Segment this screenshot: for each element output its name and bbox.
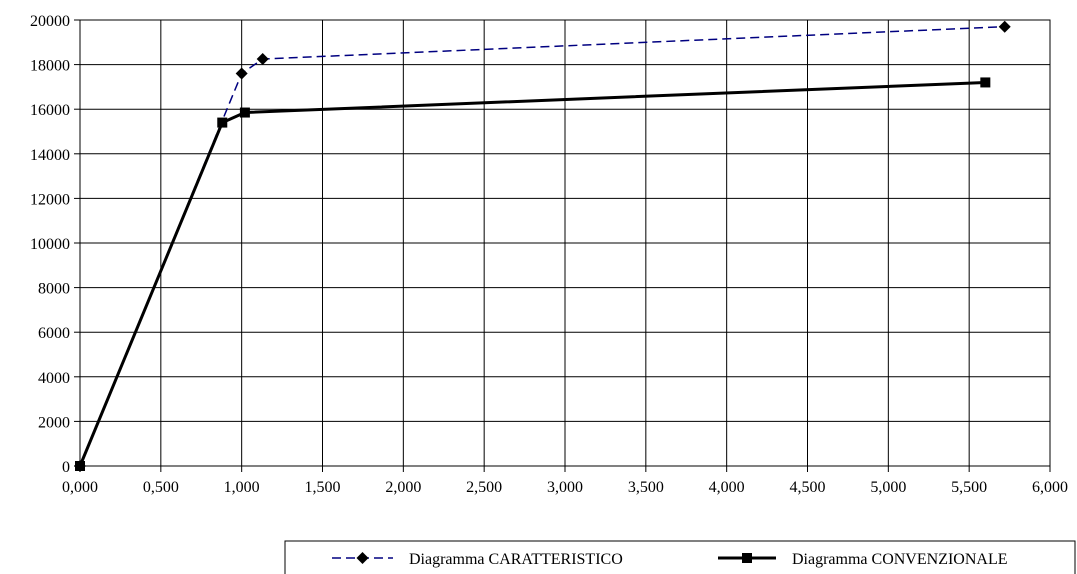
- y-axis: 0 2000 4000 6000 8000 10000 12000 14000 16000 180…: [30, 13, 80, 476]
- y-tick-label: 12000: [30, 191, 70, 208]
- x-tick-label: 4,500: [790, 479, 826, 496]
- legend: Diagramma CARATTERISTICO Diagramma CONVE…: [284, 540, 1076, 574]
- y-tick-label: 0: [62, 459, 70, 476]
- y-tick-label: 10000: [30, 236, 70, 253]
- x-tick-label: 2,000: [385, 479, 421, 496]
- x-tick-label: 4,000: [709, 479, 745, 496]
- series-convenzionale: [75, 77, 991, 471]
- x-tick-label: 1,500: [305, 479, 341, 496]
- x-tick-label: 1,000: [224, 479, 260, 496]
- y-tick-label: 20000: [30, 13, 70, 30]
- series-layer: [74, 20, 1011, 472]
- x-tick-label: 0,000: [62, 479, 98, 496]
- y-tick-label: 6000: [38, 325, 70, 342]
- y-tick-label: 8000: [38, 281, 70, 298]
- x-tick-label: 3,500: [628, 479, 664, 496]
- data-point-caratteristico: [235, 67, 248, 80]
- x-tick-label: 5,500: [951, 479, 987, 496]
- diamond-marker-icon: [356, 552, 369, 564]
- legend-box: [284, 540, 1076, 574]
- x-axis: 0,000 0,500 1,000 1,500 2,000 2,500 3,000 3,500…: [62, 466, 1068, 496]
- x-tick-label: 3,000: [547, 479, 583, 496]
- data-point-convenzionale: [217, 117, 228, 128]
- x-tick-label: 6,000: [1032, 479, 1068, 496]
- data-point-caratteristico: [256, 53, 269, 66]
- legend-item-convenzionale: Diagramma CONVENZIONALE: [718, 551, 1008, 568]
- legend-label-convenzionale: Diagramma CONVENZIONALE: [792, 551, 1008, 568]
- x-tick-label: 2,500: [466, 479, 502, 496]
- y-tick-label: 4000: [38, 370, 70, 387]
- x-tick-label: 0,500: [143, 479, 179, 496]
- series-line-convenzionale: [78, 80, 986, 467]
- grid: [80, 20, 1050, 466]
- data-point-convenzionale: [980, 77, 991, 88]
- y-tick-label: 18000: [30, 58, 70, 75]
- y-tick-label: 14000: [30, 147, 70, 164]
- y-tick-label: 16000: [30, 102, 70, 119]
- data-point-convenzionale: [239, 107, 250, 118]
- legend-item-caratteristico: Diagramma CARATTERISTICO: [332, 551, 623, 568]
- data-point-convenzionale: [75, 461, 85, 471]
- legend-label-caratteristico: Diagramma CARATTERISTICO: [409, 551, 623, 568]
- square-marker-icon: [742, 553, 752, 563]
- y-tick-label: 2000: [38, 414, 70, 431]
- x-tick-label: 5,000: [870, 479, 906, 496]
- data-point-caratteristico: [998, 20, 1011, 33]
